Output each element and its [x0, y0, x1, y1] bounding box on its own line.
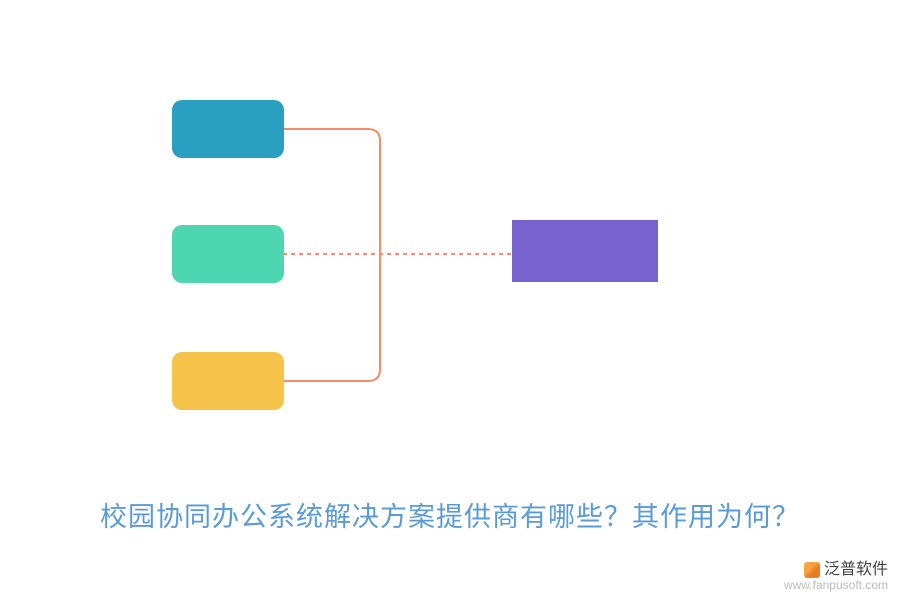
watermark-brand-text: 泛普软件 [824, 561, 888, 579]
diagram-node [512, 220, 658, 282]
diagram-node [172, 352, 284, 410]
watermark-url: www.fanpusoft.com [784, 579, 888, 592]
watermark: 泛普软件 www.fanpusoft.com [784, 561, 888, 592]
watermark-brand: 泛普软件 [784, 561, 888, 579]
diagram-node [172, 100, 284, 158]
caption-text: 校园协同办公系统解决方案提供商有哪些？其作用为何？ [0, 495, 900, 534]
diagram-node [172, 225, 284, 283]
logo-icon [804, 562, 820, 578]
